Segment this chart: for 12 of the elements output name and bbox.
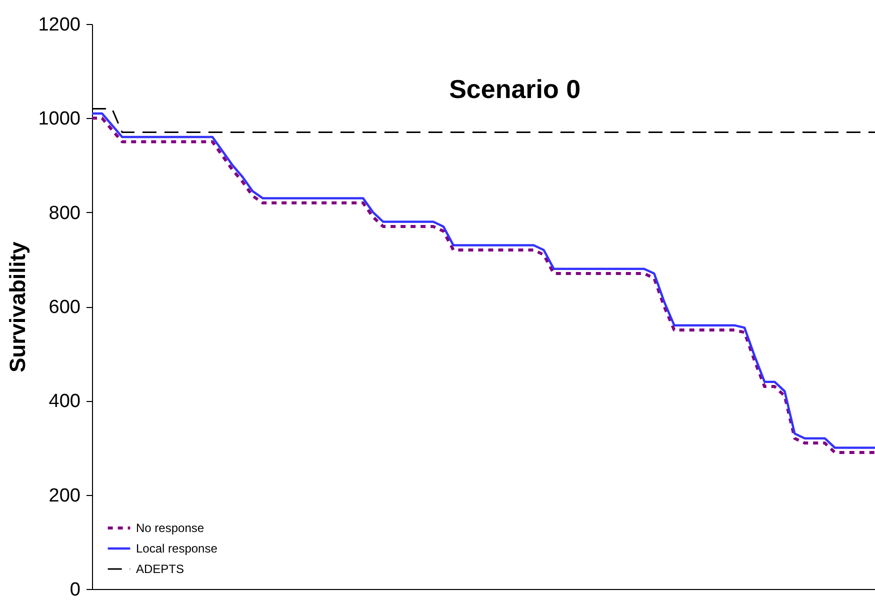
legend-label: Local response: [136, 542, 218, 556]
y-tick-label: 200: [48, 485, 80, 506]
y-tick-label: 400: [48, 391, 80, 412]
legend-label: No response: [136, 521, 204, 535]
y-tick-label: 600: [48, 297, 80, 318]
y-tick-label: 0: [70, 580, 80, 600]
legend-label: ADEPTS: [136, 562, 184, 576]
y-tick-label: 1200: [38, 14, 80, 36]
y-tick-label: 1000: [38, 108, 80, 130]
y-tick-label: 800: [48, 202, 80, 224]
text: Scenario 0: [449, 74, 581, 104]
y-axis-title: Survivability: [5, 240, 30, 372]
